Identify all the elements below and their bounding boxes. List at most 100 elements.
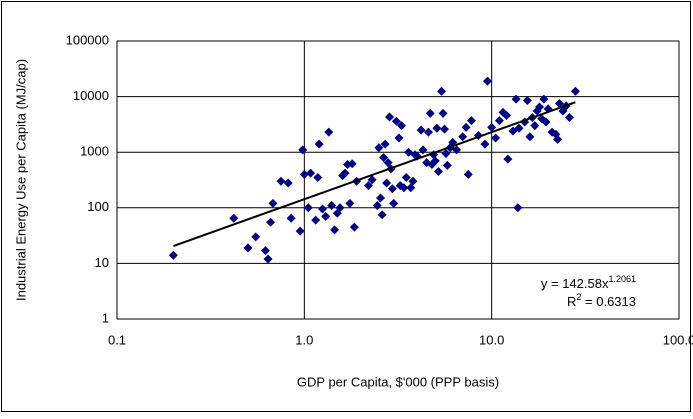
- scatter-point: [389, 198, 399, 208]
- scatter-point: [374, 143, 384, 153]
- scatter-point: [541, 117, 551, 127]
- scatter-point: [314, 139, 324, 149]
- scatter-point: [564, 113, 574, 123]
- scatter-point: [513, 203, 523, 213]
- scatter-point: [438, 108, 448, 118]
- y-tick-label: 100: [87, 199, 109, 214]
- scatter-point: [553, 134, 563, 144]
- y-tick-label: 10: [95, 255, 109, 270]
- scatter-point: [487, 122, 497, 132]
- scatter-point: [418, 145, 428, 155]
- scatter-point: [394, 133, 404, 143]
- scatter-point: [324, 127, 334, 137]
- scatter-point: [345, 198, 355, 208]
- scatter-point: [433, 166, 443, 176]
- scatter-point: [430, 156, 440, 166]
- x-tick-label: 0.1: [108, 332, 126, 347]
- scatter-point: [503, 154, 513, 164]
- scatter-point: [396, 121, 406, 131]
- r-squared: R2 = 0.6313: [567, 292, 636, 309]
- scatter-point: [299, 169, 309, 179]
- scatter-point: [425, 108, 435, 118]
- equation-exponent: 1.2061: [608, 274, 636, 284]
- scatter-point: [263, 254, 273, 264]
- scatter-point: [251, 232, 261, 242]
- scatter-point: [298, 145, 308, 155]
- scatter-point: [327, 200, 337, 210]
- scatter-point: [330, 225, 340, 235]
- scatter-point: [514, 123, 524, 133]
- scatter-point: [317, 204, 327, 214]
- scatter-point: [570, 86, 580, 96]
- scatter-point: [404, 147, 414, 157]
- scatter-point: [530, 121, 540, 131]
- scatter-point: [380, 139, 390, 149]
- scatter-point: [525, 132, 535, 142]
- scatter-point: [266, 217, 276, 227]
- scatter-point: [295, 226, 305, 236]
- scatter-point: [391, 116, 401, 126]
- x-tick-label: 10.0: [479, 332, 504, 347]
- scatter-point: [383, 158, 393, 168]
- x-tick-label: 100.0: [663, 332, 693, 347]
- scatter-point: [466, 116, 476, 126]
- scatter-point: [522, 96, 532, 106]
- scatter-point: [385, 112, 395, 122]
- scatter-point: [276, 176, 286, 186]
- scatter-point: [442, 160, 452, 170]
- scatter-point: [408, 176, 418, 186]
- scatter-point: [494, 116, 504, 126]
- scatter-point: [461, 122, 471, 132]
- scatter-point: [303, 203, 313, 213]
- scatter-point: [423, 127, 433, 137]
- scatter-point: [416, 125, 426, 135]
- scatter-point: [349, 222, 359, 232]
- trend-equation: y = 142.58x1.2061: [541, 274, 636, 291]
- scatter-point: [387, 184, 397, 194]
- equation-text: y = 142.58x: [541, 276, 609, 291]
- scatter-point: [229, 213, 239, 223]
- scatter-point: [347, 159, 357, 169]
- scatter-point: [458, 132, 468, 142]
- scatter-point: [379, 153, 389, 163]
- scatter-point: [283, 178, 293, 188]
- scatter-point: [482, 76, 492, 86]
- trendline: [173, 101, 576, 248]
- scatter-point: [260, 246, 270, 256]
- scatter-point: [534, 102, 544, 112]
- scatter-point: [437, 86, 447, 96]
- y-tick-label: 1: [102, 310, 109, 325]
- x-axis-label: GDP per Capita, $'000 (PPP basis): [297, 374, 499, 389]
- x-tick-label: 1.0: [295, 332, 313, 347]
- scatter-point: [321, 211, 331, 221]
- scatter-point: [311, 215, 321, 225]
- scatter-point: [441, 148, 451, 158]
- scatter-point: [367, 175, 377, 185]
- scatter-point: [340, 168, 350, 178]
- scatter-point: [491, 133, 501, 143]
- r-squared-exponent: 2: [576, 292, 581, 302]
- scatter-point: [243, 243, 253, 253]
- scatter-point: [501, 110, 511, 120]
- r-squared-text: R: [567, 294, 576, 309]
- scatter-point: [268, 198, 278, 208]
- y-tick-label: 100000: [66, 32, 109, 47]
- scatter-point: [439, 124, 449, 134]
- scatter-point: [539, 94, 549, 104]
- scatter-point: [286, 213, 296, 223]
- scatter-point: [313, 173, 323, 183]
- r-squared-rest: = 0.6313: [581, 294, 636, 309]
- scatter-point: [372, 200, 382, 210]
- scatter-point: [363, 181, 373, 191]
- scatter-point: [511, 94, 521, 104]
- scatter-point: [375, 193, 385, 203]
- scatter-point: [452, 145, 462, 155]
- y-tick-label: 10000: [73, 88, 109, 103]
- y-axis-label: Industrial Energy Use per Capita (MJ/cap…: [13, 59, 28, 301]
- scatter-point: [168, 250, 178, 260]
- scatter-point: [480, 139, 490, 149]
- scatter-point: [399, 183, 409, 193]
- scatter-point: [335, 203, 345, 213]
- scatter-point: [463, 169, 473, 179]
